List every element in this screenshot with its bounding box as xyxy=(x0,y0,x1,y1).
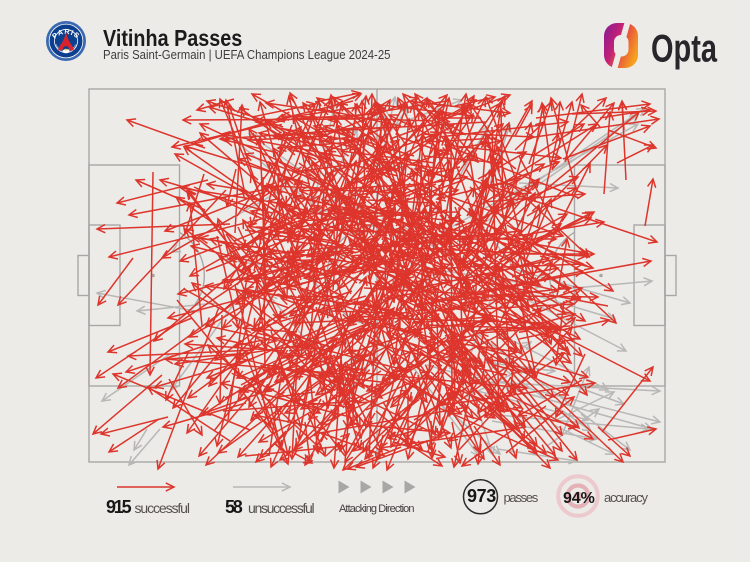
svg-text:Opta: Opta xyxy=(651,28,717,71)
